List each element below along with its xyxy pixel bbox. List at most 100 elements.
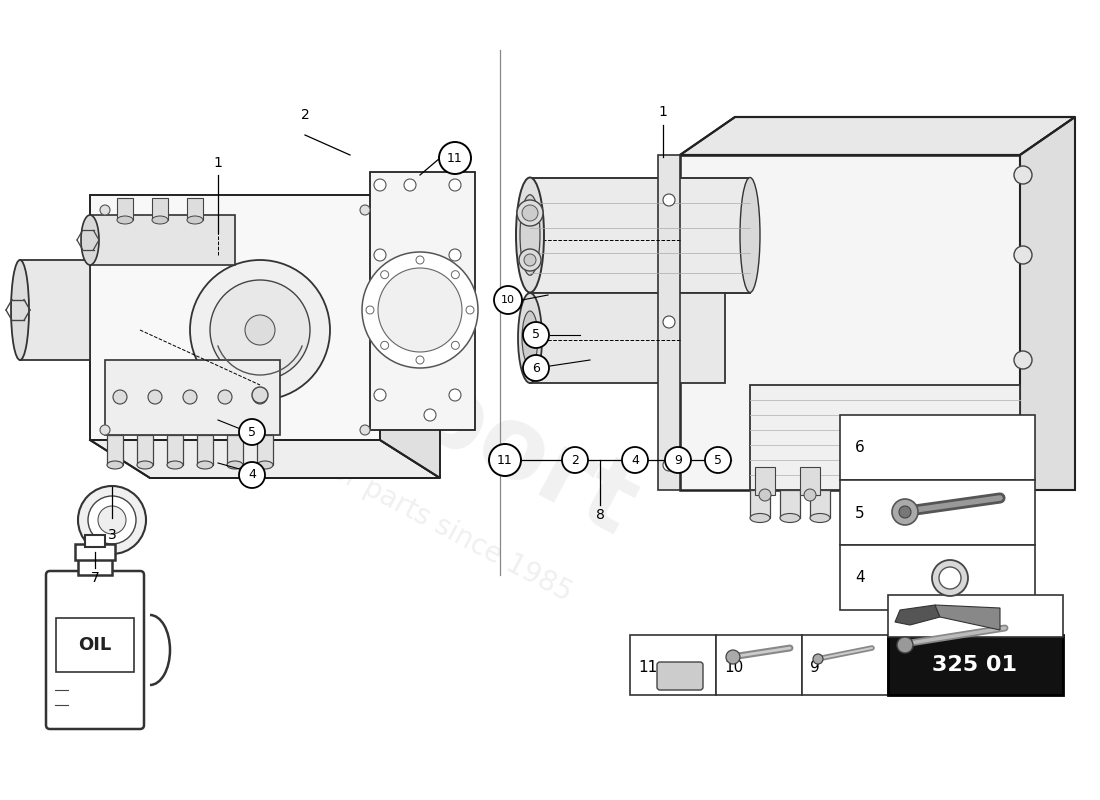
Circle shape xyxy=(705,447,732,473)
Text: 11: 11 xyxy=(447,151,463,165)
Circle shape xyxy=(932,560,968,596)
Circle shape xyxy=(366,306,374,314)
Bar xyxy=(658,155,680,490)
Bar xyxy=(965,467,985,495)
FancyBboxPatch shape xyxy=(657,662,703,690)
Circle shape xyxy=(98,506,126,534)
Bar xyxy=(840,545,1035,610)
Circle shape xyxy=(449,249,461,261)
Ellipse shape xyxy=(880,514,900,522)
Bar xyxy=(227,435,243,465)
Circle shape xyxy=(939,567,961,589)
Bar xyxy=(90,195,379,440)
Ellipse shape xyxy=(152,216,168,224)
Bar xyxy=(152,198,168,220)
Circle shape xyxy=(522,355,549,381)
Bar xyxy=(920,490,940,518)
Text: 10: 10 xyxy=(500,295,515,305)
Text: 11: 11 xyxy=(638,659,658,674)
Circle shape xyxy=(663,459,675,471)
Circle shape xyxy=(374,179,386,191)
Polygon shape xyxy=(530,178,750,293)
Text: 6: 6 xyxy=(855,441,865,455)
Circle shape xyxy=(517,200,543,226)
Bar xyxy=(257,435,273,465)
Circle shape xyxy=(239,462,265,488)
Circle shape xyxy=(522,205,538,221)
Circle shape xyxy=(1014,246,1032,264)
Ellipse shape xyxy=(197,461,213,469)
Bar xyxy=(370,172,475,430)
Polygon shape xyxy=(379,195,440,478)
Bar xyxy=(888,595,1063,637)
Circle shape xyxy=(381,342,388,350)
Circle shape xyxy=(663,194,675,206)
Text: 325 01: 325 01 xyxy=(933,655,1018,675)
Circle shape xyxy=(210,280,310,380)
Ellipse shape xyxy=(227,461,243,469)
Text: 11: 11 xyxy=(497,454,513,466)
Circle shape xyxy=(522,322,549,348)
Ellipse shape xyxy=(81,215,99,265)
Ellipse shape xyxy=(107,461,123,469)
Text: OIL: OIL xyxy=(78,636,111,654)
Circle shape xyxy=(439,142,471,174)
Bar xyxy=(840,480,1035,545)
Circle shape xyxy=(416,256,424,264)
Text: 2: 2 xyxy=(571,454,579,466)
Text: 1: 1 xyxy=(659,105,668,119)
Circle shape xyxy=(621,447,648,473)
Circle shape xyxy=(451,342,460,350)
Polygon shape xyxy=(530,293,725,383)
Polygon shape xyxy=(20,260,90,360)
Ellipse shape xyxy=(740,178,760,293)
Circle shape xyxy=(663,316,675,328)
Bar xyxy=(880,490,900,518)
Text: 4: 4 xyxy=(631,454,639,466)
Text: a passion for parts since 1985: a passion for parts since 1985 xyxy=(194,385,576,607)
Bar xyxy=(107,435,123,465)
Ellipse shape xyxy=(920,514,940,522)
Text: 3: 3 xyxy=(108,528,117,542)
Bar xyxy=(680,155,1020,490)
Text: 5: 5 xyxy=(855,506,865,521)
Bar xyxy=(800,467,820,495)
Bar xyxy=(85,535,104,547)
Circle shape xyxy=(252,387,268,403)
Circle shape xyxy=(360,425,370,435)
Ellipse shape xyxy=(750,514,770,522)
Text: 4: 4 xyxy=(855,570,865,586)
Text: 8: 8 xyxy=(595,508,604,522)
Bar xyxy=(840,467,860,495)
Circle shape xyxy=(1014,351,1032,369)
Circle shape xyxy=(449,389,461,401)
Circle shape xyxy=(449,179,461,191)
Bar xyxy=(840,415,1035,480)
Ellipse shape xyxy=(810,514,830,522)
Circle shape xyxy=(804,489,816,501)
Circle shape xyxy=(190,260,330,400)
Circle shape xyxy=(466,306,474,314)
Bar xyxy=(925,467,945,495)
Ellipse shape xyxy=(516,178,544,293)
Bar xyxy=(138,435,153,465)
Polygon shape xyxy=(90,440,440,478)
Circle shape xyxy=(451,270,460,278)
Ellipse shape xyxy=(845,514,865,522)
Circle shape xyxy=(100,425,110,435)
Circle shape xyxy=(759,489,771,501)
Ellipse shape xyxy=(520,194,540,275)
Bar xyxy=(187,198,204,220)
Text: 7: 7 xyxy=(90,571,99,585)
Text: 2: 2 xyxy=(300,108,309,122)
Circle shape xyxy=(1014,456,1032,474)
Bar xyxy=(780,490,800,518)
Circle shape xyxy=(844,489,856,501)
Ellipse shape xyxy=(187,216,204,224)
Polygon shape xyxy=(680,117,1075,155)
FancyBboxPatch shape xyxy=(56,618,134,672)
Bar xyxy=(755,467,775,495)
Circle shape xyxy=(899,506,911,518)
Polygon shape xyxy=(895,605,940,625)
Circle shape xyxy=(100,205,110,215)
